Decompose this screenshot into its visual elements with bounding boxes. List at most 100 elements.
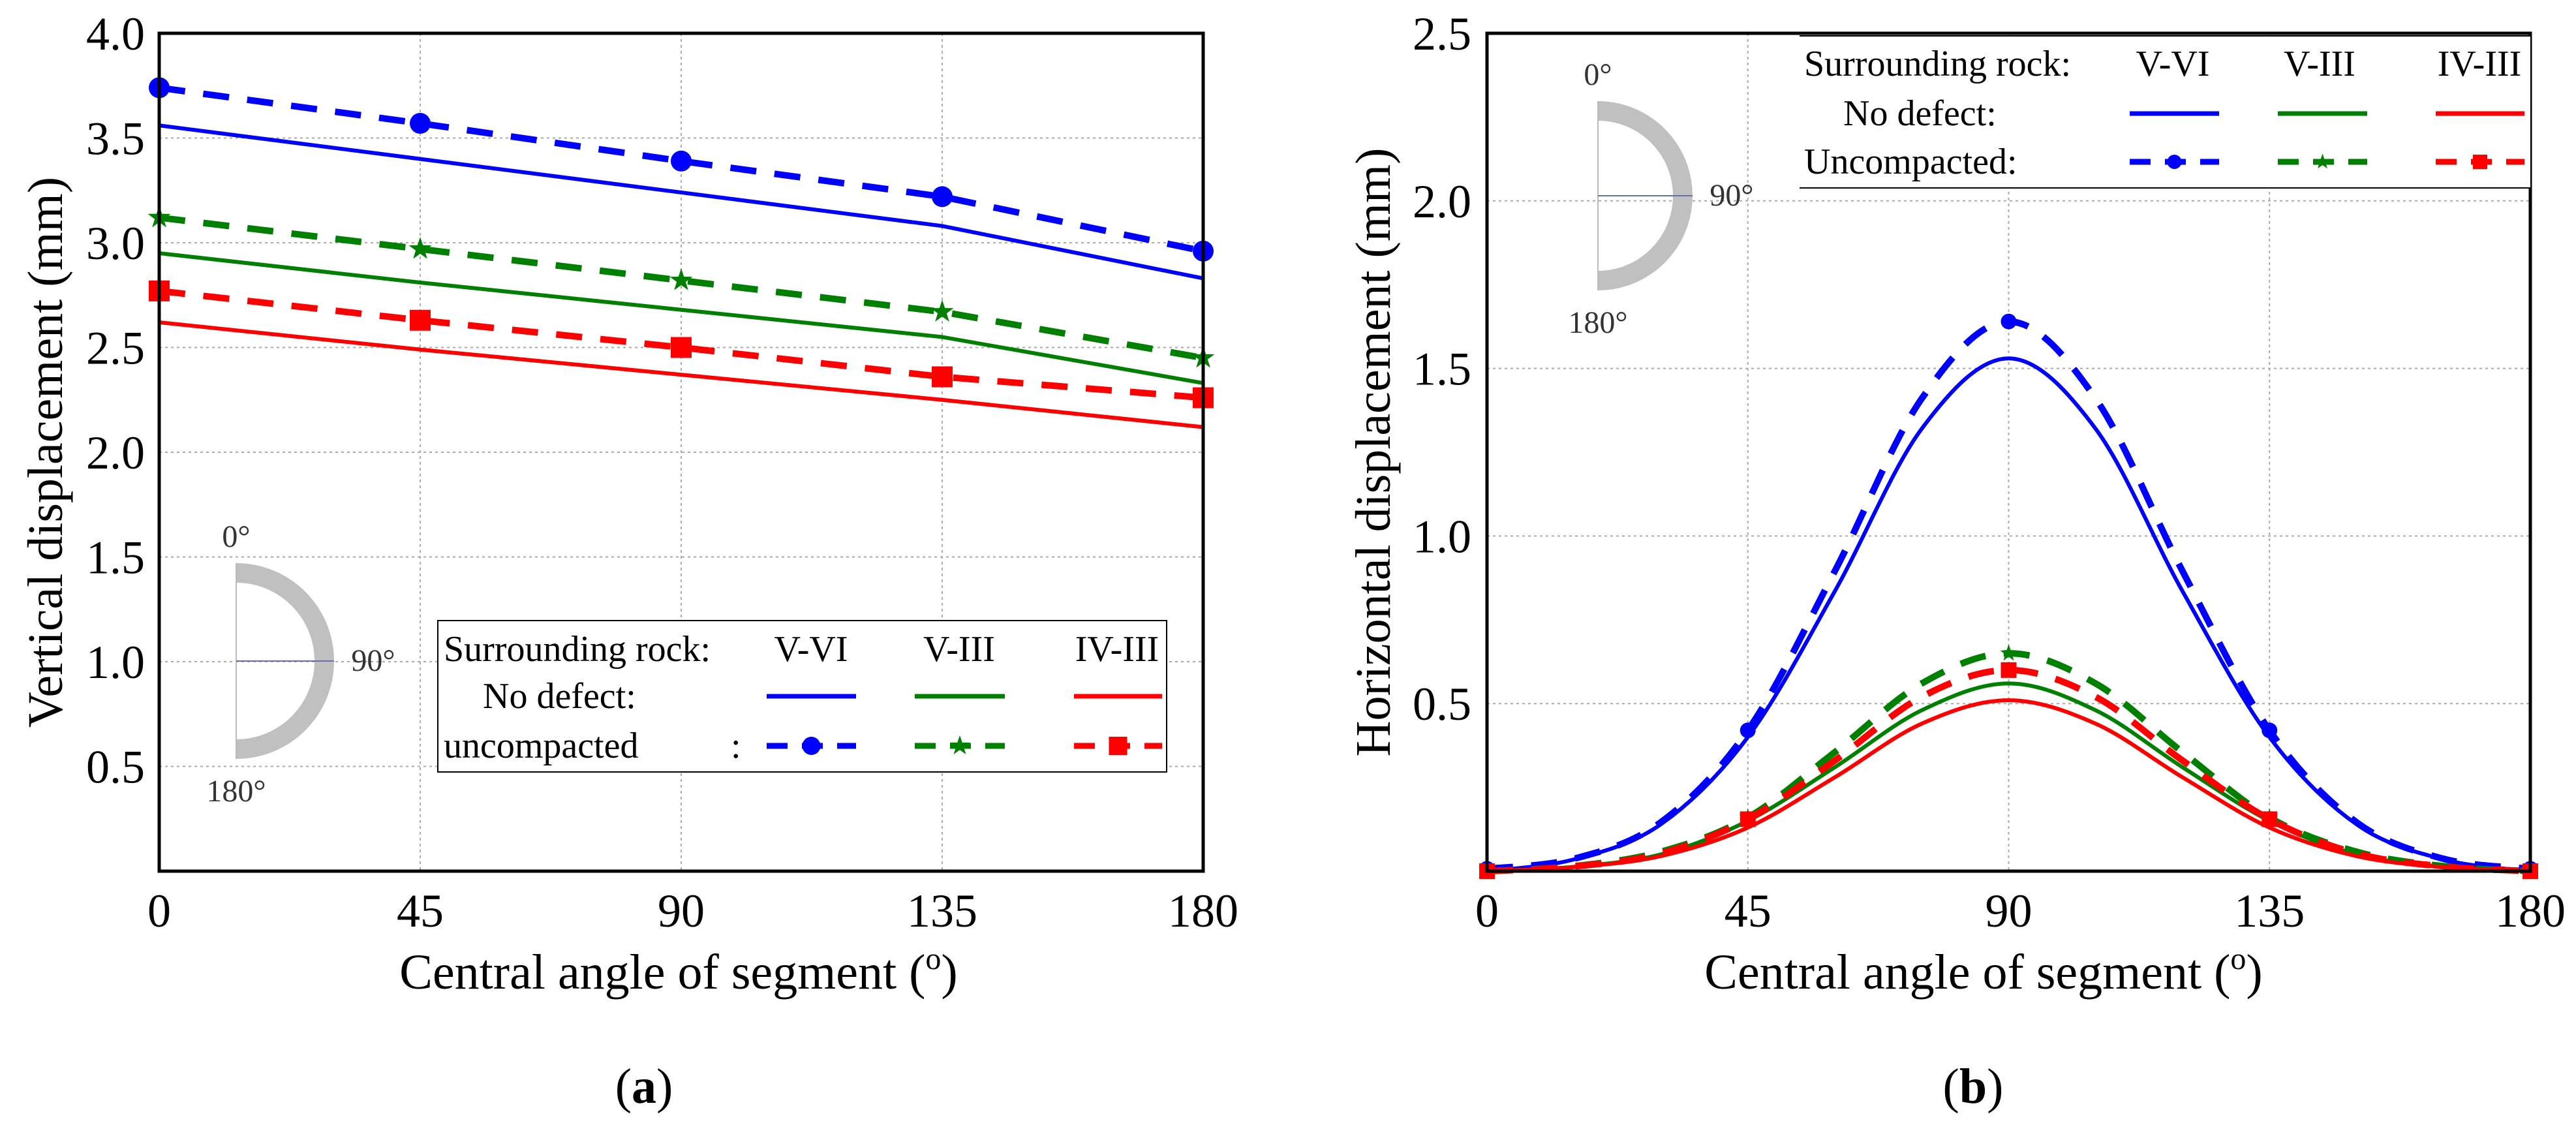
x-axis-label: Central angle of segment (o) (1704, 942, 2262, 1000)
legend-row-uncompacted: Uncompacted: (1804, 142, 2017, 182)
x-tick-label: 180 (1168, 885, 1238, 937)
data-point-circle (671, 150, 692, 172)
series-no-defect-iv-iii (1486, 698, 2531, 873)
data-point-circle (1740, 722, 1756, 739)
data-point-circle (2001, 313, 2017, 330)
x-tick-label: 45 (1725, 885, 1771, 937)
data-point-circle (410, 113, 431, 134)
legend-header: Surrounding rock: (444, 629, 711, 670)
series-no-defect-v-vi (1486, 356, 2531, 873)
series-line (1486, 698, 2531, 873)
series-line (1486, 681, 2531, 873)
data-point-square (1740, 811, 1756, 827)
chart-panel-b: 0° 90° 180° 0.5 1.0 1.5 2.0 2.5 0 45 90 135 180 Centr… (1346, 8, 2566, 1114)
plot-frame (1485, 31, 2532, 873)
series-line (159, 251, 1204, 386)
x-tick-label: 0 (1475, 885, 1499, 937)
legend: Surrounding rock: No defect: Uncompacted: V… (1800, 35, 2530, 189)
x-axis-label-end: ) (2246, 945, 2262, 1000)
segment-ring-shape (1598, 101, 1693, 290)
x-tick-label: 180 (2495, 885, 2566, 937)
series-no-defect-iv-iii (159, 320, 1204, 429)
y-tick-label: 2.5 (86, 322, 145, 375)
data-point-circle (932, 186, 953, 208)
data-point-star (930, 300, 954, 322)
x-axis-label-text: Central angle of segment ( (399, 945, 925, 1000)
x-axis-label-text: Central angle of segment ( (1704, 945, 2230, 1000)
inset-label-0: 0° (1584, 57, 1612, 92)
panel-letter: a (632, 1059, 656, 1114)
y-tick-label: 2.5 (1413, 8, 1471, 60)
y-tick-label: 2.0 (1413, 176, 1471, 228)
data-point-square (671, 337, 692, 358)
data-point-star (669, 268, 693, 290)
x-axis-label-sup: o (2230, 942, 2246, 976)
legend-column-v-vi: V-VI (2136, 44, 2209, 84)
data-point-star (408, 237, 432, 259)
legend-column-v-iii: V-III (2284, 44, 2355, 84)
series-line (159, 320, 1204, 429)
inset-label-90: 90° (1710, 178, 1753, 213)
legend-row-no-defect: No defect: (483, 676, 636, 716)
legend-marker-star (2314, 153, 2331, 169)
series-no-defect-v-iii (1486, 681, 2531, 873)
y-tick-label: 0.5 (1413, 678, 1471, 730)
legend-marker-star (949, 735, 970, 755)
series-line (1486, 356, 2531, 873)
inset-label-180: 180° (206, 774, 266, 809)
panel-paren-close: ) (656, 1059, 673, 1114)
segment-ring-shape (236, 563, 334, 759)
legend-row-uncompacted: uncompacted (444, 726, 639, 766)
series-no-defect-v-vi (159, 123, 1204, 281)
segment-inset-diagram: 0° 90° 180° (1568, 57, 1753, 340)
series-uncompacted-iv-iii (1479, 662, 2538, 879)
legend-marker-circle (802, 737, 821, 755)
y-tick-label: 4.0 (86, 8, 145, 60)
x-tick-label: 90 (658, 885, 705, 937)
legend-marker-square (1109, 737, 1127, 755)
legend-marker-circle (2167, 155, 2182, 169)
y-tick-label: 1.5 (86, 532, 145, 584)
data-point-circle (2262, 722, 2278, 739)
panel-paren-open: ( (615, 1059, 632, 1114)
y-tick-label: 3.5 (86, 113, 145, 165)
x-tick-label: 135 (907, 885, 977, 937)
panel-letter: b (1959, 1059, 1987, 1114)
legend-column-v-iii: V-III (923, 629, 995, 670)
x-axis-label-sup: o (925, 942, 941, 976)
legend-row-no-defect: No defect: (1843, 93, 1997, 134)
x-tick-label: 45 (397, 885, 444, 937)
y-tick-label: 1.0 (1413, 510, 1471, 562)
panel-paren-close: ) (1987, 1059, 2003, 1114)
y-tick-label: 0.5 (86, 741, 145, 793)
legend-column-iv-iii: IV-III (2438, 44, 2522, 84)
y-axis-label: Horizontal displacement (mm) (1346, 148, 1401, 757)
inset-label-90: 90° (351, 643, 395, 678)
legend: Surrounding rock: No defect: uncompacted: V… (437, 620, 1167, 773)
y-tick-label: 1.5 (1413, 343, 1471, 395)
panel-label: (b) (1943, 1059, 2004, 1114)
segment-inset-diagram: 0° 90° 180° (206, 519, 395, 809)
x-axis-label: Central angle of segment (o) (399, 942, 957, 1000)
data-point-square (2001, 662, 2017, 678)
inset-label-0: 0° (222, 519, 250, 554)
data-point-square (410, 309, 431, 331)
legend-marker-square (2473, 155, 2487, 169)
series-no-defect-v-iii (159, 251, 1204, 386)
x-tick-label: 135 (2234, 885, 2305, 937)
x-tick-label: 0 (147, 885, 171, 937)
y-tick-label: 3.0 (86, 217, 145, 270)
data-point-star (2000, 644, 2017, 661)
legend-header: Surrounding rock: (1804, 44, 2071, 84)
y-tick-label: 2.0 (86, 427, 145, 479)
series-line (159, 123, 1204, 281)
chart-panel-a: 0° 90° 180° 0.5 1.0 1.5 2.0 2.5 3.0 3.5 4.0 0 45 90 13… (18, 8, 1238, 1114)
x-axis-label-end: ) (941, 945, 957, 1000)
data-point-square (932, 366, 953, 388)
panel-label: (a) (615, 1059, 673, 1114)
data-point-square (2262, 811, 2278, 827)
panel-paren-open: ( (1943, 1059, 1959, 1114)
inset-label-180: 180° (1568, 305, 1627, 340)
y-axis-label: Vertical displacement (mm) (18, 177, 73, 728)
